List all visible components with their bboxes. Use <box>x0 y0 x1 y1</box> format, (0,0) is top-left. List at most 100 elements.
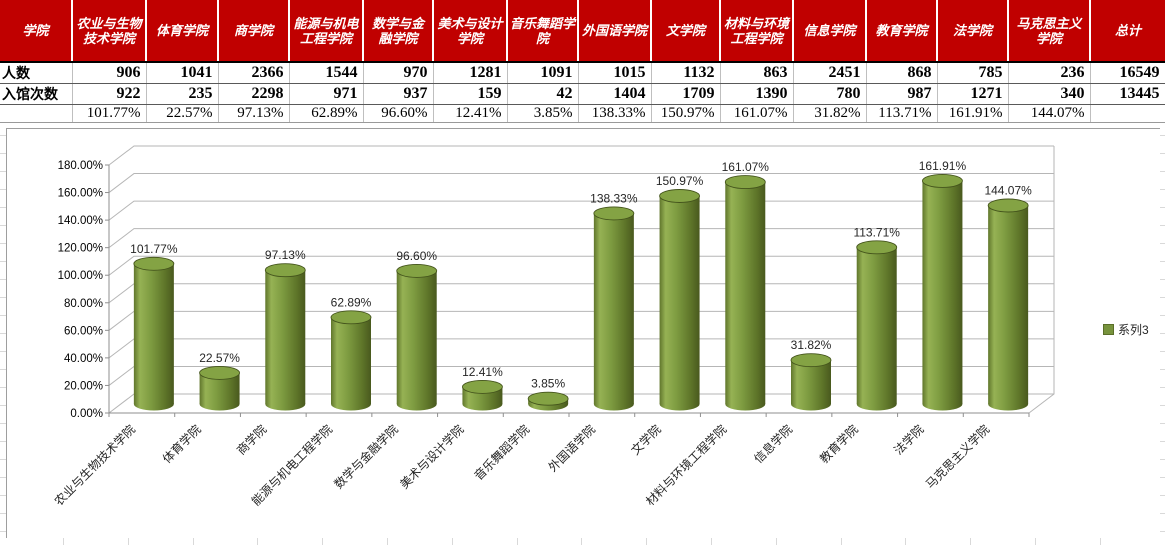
table-data-cell[interactable]: 971 <box>289 83 364 105</box>
sheet-gridline <box>1160 153 1165 154</box>
table-header-cell[interactable]: 外国语学院 <box>578 0 652 63</box>
chart-bar[interactable] <box>527 391 569 411</box>
chart-bar[interactable] <box>461 379 503 411</box>
chart-bar[interactable] <box>396 263 438 411</box>
chart-bar[interactable] <box>921 173 963 411</box>
sheet-gridline <box>128 538 129 545</box>
table-data-cell[interactable]: 236 <box>1008 62 1091 84</box>
table-percent-cell[interactable]: 144.07% <box>1008 104 1091 123</box>
table-data-cell[interactable]: 16549 <box>1090 62 1165 84</box>
table-percent-cell[interactable]: 12.41% <box>433 104 508 123</box>
table-data-cell[interactable]: 1015 <box>578 62 652 84</box>
table-data-cell[interactable]: 1132 <box>651 62 721 84</box>
table-header-cell[interactable]: 信息学院 <box>793 0 867 63</box>
y-axis-label: 40.00% <box>64 353 103 365</box>
table-data-cell[interactable]: 2298 <box>218 83 290 105</box>
table-data-cell[interactable]: 1091 <box>507 62 579 84</box>
table-header-cell[interactable]: 法学院 <box>937 0 1009 63</box>
sheet-gridline <box>1160 171 1165 172</box>
table-data-cell[interactable]: 340 <box>1008 83 1091 105</box>
table-data-cell[interactable]: 13445 <box>1090 83 1165 105</box>
x-axis-label: 法学院 <box>890 422 926 458</box>
table-percent-cell[interactable]: 101.77% <box>72 104 147 123</box>
sheet-gridline <box>581 538 582 545</box>
table-data-cell[interactable]: 2366 <box>218 62 290 84</box>
table-percent-cell[interactable]: 62.89% <box>289 104 364 123</box>
table-header-cell[interactable]: 马克思主义学院 <box>1008 0 1091 63</box>
table-percent-cell[interactable]: 161.07% <box>720 104 794 123</box>
table-data-cell[interactable]: 1404 <box>578 83 652 105</box>
table-percent-cell[interactable]: 113.71% <box>866 104 938 123</box>
x-axis-label: 音乐舞蹈学院 <box>471 422 533 484</box>
chart-bar[interactable] <box>199 365 241 411</box>
table-data-cell[interactable]: 1271 <box>937 83 1009 105</box>
chart-bar[interactable] <box>987 198 1029 411</box>
table-header-cell[interactable]: 数学与金融学院 <box>363 0 434 63</box>
x-axis-label: 外国语学院 <box>545 422 598 475</box>
table-header-cell[interactable]: 教育学院 <box>866 0 938 63</box>
table-data-cell[interactable]: 235 <box>146 83 219 105</box>
sheet-gridline <box>452 538 453 545</box>
table-percent-cell[interactable]: 161.91% <box>937 104 1009 123</box>
table-percent-cell[interactable]: 31.82% <box>793 104 867 123</box>
sheet-strip-right <box>1160 128 1165 545</box>
y-axis-label: 100.00% <box>58 270 103 282</box>
table-header-cell[interactable]: 总计 <box>1090 0 1165 63</box>
table-data-cell[interactable]: 1041 <box>146 62 219 84</box>
table-data-cell[interactable]: 1390 <box>720 83 794 105</box>
table-percent-cell[interactable]: 3.85% <box>507 104 579 123</box>
table-data-cell[interactable]: 922 <box>72 83 147 105</box>
chart-bar[interactable] <box>659 189 701 411</box>
y-axis-label: 120.00% <box>58 243 103 255</box>
table-data-cell[interactable]: 159 <box>433 83 508 105</box>
table-data-cell[interactable]: 987 <box>866 83 938 105</box>
table-header-cell[interactable]: 能源与机电工程学院 <box>289 0 364 63</box>
table-data-cell[interactable]: 785 <box>937 62 1009 84</box>
table-header-cell[interactable]: 美术与设计学院 <box>433 0 508 63</box>
table-data-cell[interactable]: 868 <box>866 62 938 84</box>
chart-bar[interactable] <box>264 263 306 411</box>
x-axis-label: 教育学院 <box>816 422 861 467</box>
table-data-cell[interactable]: 2451 <box>793 62 867 84</box>
sheet-gridline <box>905 538 906 545</box>
table-data-cell[interactable]: 970 <box>363 62 434 84</box>
corner-cell[interactable]: 学院 <box>0 0 73 63</box>
table-percent-cell[interactable]: 97.13% <box>218 104 290 123</box>
bar-value-label: 138.33% <box>590 191 638 205</box>
table-data-cell[interactable]: 937 <box>363 83 434 105</box>
table-data-cell[interactable]: 863 <box>720 62 794 84</box>
table-percent-cell[interactable]: 138.33% <box>578 104 652 123</box>
table-header-cell[interactable]: 文学院 <box>651 0 721 63</box>
table-header-cell[interactable]: 农业与生物技术学院 <box>72 0 147 63</box>
table-percent-cell[interactable]: 22.57% <box>146 104 219 123</box>
row-label-ruguan[interactable]: 入馆次数 <box>0 83 73 105</box>
table-data-cell[interactable]: 1709 <box>651 83 721 105</box>
cylinder-bar-chart: 0.00% 20.00% 40.00% 60.00% 80.00% 100.00% 120.… <box>51 145 1055 508</box>
row-label-renshu[interactable]: 人数 <box>0 62 73 84</box>
table-data-cell[interactable]: 1281 <box>433 62 508 84</box>
chart-bar[interactable] <box>593 206 635 411</box>
row-label-empty[interactable] <box>0 104 73 123</box>
table-header-cell[interactable]: 材料与环境工程学院 <box>720 0 794 63</box>
sheet-gridline <box>1160 297 1165 298</box>
table-data-cell[interactable]: 1544 <box>289 62 364 84</box>
table-data-cell[interactable]: 780 <box>793 83 867 105</box>
bar-value-label: 101.77% <box>130 242 178 256</box>
table-percent-cell[interactable]: 96.60% <box>363 104 434 123</box>
sheet-gridline <box>711 538 712 545</box>
table-header-cell[interactable]: 音乐舞蹈学院 <box>507 0 579 63</box>
chart-area[interactable]: 0.00% 20.00% 40.00% 60.00% 80.00% 100.00% 120.… <box>6 128 1161 539</box>
table-data-cell[interactable]: 42 <box>507 83 579 105</box>
table-percent-cell[interactable]: 150.97% <box>651 104 721 123</box>
chart-bar[interactable] <box>330 310 372 411</box>
chart-bar[interactable] <box>724 175 766 411</box>
chart-bar[interactable] <box>133 256 175 411</box>
chart-bar[interactable] <box>790 353 832 411</box>
table-percent-cell[interactable] <box>1090 104 1165 123</box>
table-header-cell[interactable]: 商学院 <box>218 0 290 63</box>
chart-legend[interactable]: 系列3 <box>1103 321 1149 338</box>
table-data-cell[interactable]: 906 <box>72 62 147 84</box>
sheet-gridline <box>1160 441 1165 442</box>
chart-bar[interactable] <box>856 240 898 411</box>
table-header-cell[interactable]: 体育学院 <box>146 0 219 63</box>
